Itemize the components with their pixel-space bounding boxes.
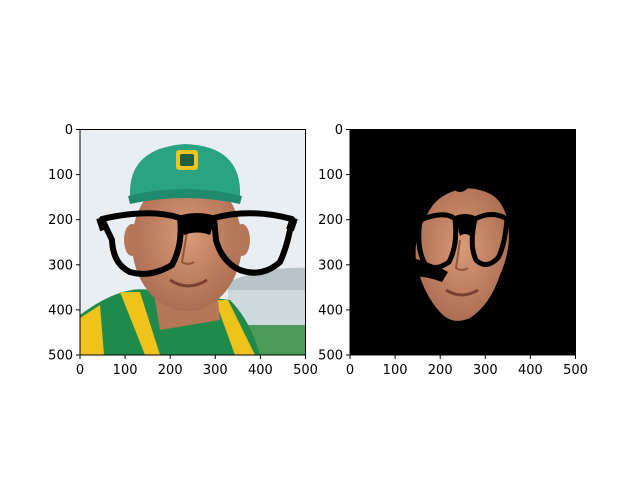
cap-brim (128, 189, 242, 204)
x-tick-label: 500 (563, 363, 588, 378)
photo-panel (80, 129, 306, 355)
mask-notch-left (412, 258, 448, 282)
x-tick-label: 200 (428, 363, 453, 378)
ear-left (124, 224, 140, 256)
masked-face (415, 188, 509, 321)
x-tick-label: 100 (113, 363, 138, 378)
y-tick-label: 500 (48, 349, 73, 364)
mouth (169, 278, 208, 288)
y-tick-label: 100 (48, 168, 73, 183)
jersey-collar-right (215, 300, 255, 355)
cap-badge-inner (180, 154, 194, 166)
x-tick-label: 100 (383, 363, 408, 378)
axes-frame (349, 129, 576, 356)
y-tick-label: 0 (65, 123, 73, 138)
x-tick-label: 300 (203, 363, 228, 378)
masked-nose (454, 239, 469, 271)
x-tick-label: 0 (76, 363, 84, 378)
jersey-collar (120, 292, 160, 355)
y-tick-label: 200 (48, 213, 73, 228)
y-tick-label: 300 (48, 258, 73, 273)
x-tick-label: 200 (158, 363, 183, 378)
x-tick-label: 0 (346, 363, 354, 378)
y-tick-label: 0 (335, 123, 343, 138)
ear-right (234, 224, 250, 256)
axes-frame (79, 129, 306, 356)
y-tick-label: 400 (318, 303, 343, 318)
face (132, 175, 242, 311)
masked-mouth (445, 288, 479, 297)
y-tick-label: 100 (318, 168, 343, 183)
glasses-bridge-fill-2 (455, 214, 475, 236)
x-tick-label: 500 (293, 363, 318, 378)
x-tick-label: 400 (518, 363, 543, 378)
x-tick-label: 400 (248, 363, 273, 378)
y-tick-label: 200 (318, 213, 343, 228)
x-tick-label: 300 (473, 363, 498, 378)
nose (180, 231, 195, 265)
jersey-trim-left (80, 305, 104, 355)
y-tick-label: 500 (318, 349, 343, 364)
y-tick-label: 400 (48, 303, 73, 318)
glasses-overlay-1 (96, 210, 298, 277)
glasses-bridge-fill-1 (178, 213, 216, 235)
y-tick-label: 300 (318, 258, 343, 273)
masked-panel (350, 129, 576, 355)
mask-notch-top (452, 184, 468, 192)
